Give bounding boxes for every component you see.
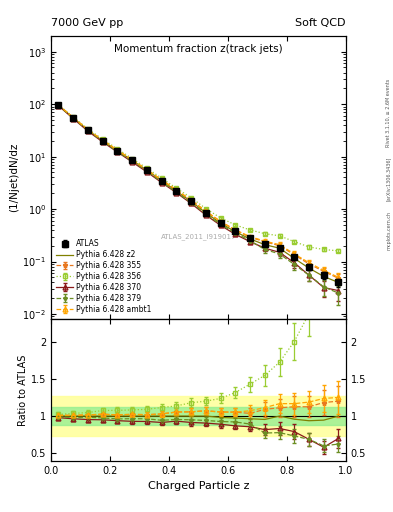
Pythia 6.428 z2 (321, 273, 326, 280)
Pythia 6.428 z2 (189, 198, 193, 204)
Pythia 6.428 z2 (336, 280, 341, 286)
Text: Rivet 3.1.10, ≥ 2.6M events: Rivet 3.1.10, ≥ 2.6M events (386, 78, 391, 147)
Text: Soft QCD: Soft QCD (296, 18, 346, 28)
Text: 7000 GeV pp: 7000 GeV pp (51, 18, 123, 28)
Pythia 6.428 z2 (233, 229, 238, 235)
Pythia 6.428 z2 (204, 210, 208, 216)
Pythia 6.428 z2 (263, 242, 267, 248)
Text: Momentum fraction z(track jets): Momentum fraction z(track jets) (114, 45, 283, 54)
Pythia 6.428 z2 (292, 255, 297, 262)
Text: mcplots.cern.ch: mcplots.cern.ch (386, 211, 391, 250)
Pythia 6.428 z2 (100, 138, 105, 144)
Pythia 6.428 z2 (174, 188, 179, 194)
X-axis label: Charged Particle z: Charged Particle z (148, 481, 249, 491)
Pythia 6.428 z2 (145, 167, 149, 173)
Pythia 6.428 z2 (159, 178, 164, 184)
Pythia 6.428 z2 (56, 102, 61, 109)
Pythia 6.428 z2 (115, 147, 120, 154)
Legend: ATLAS, Pythia 6.428 z2, Pythia 6.428 355, Pythia 6.428 356, Pythia 6.428 370, Py: ATLAS, Pythia 6.428 z2, Pythia 6.428 355… (55, 238, 153, 315)
Line: Pythia 6.428 z2: Pythia 6.428 z2 (59, 105, 338, 283)
Text: ATLAS_2011_I919017: ATLAS_2011_I919017 (161, 233, 236, 240)
Pythia 6.428 z2 (277, 245, 282, 251)
Pythia 6.428 z2 (130, 157, 134, 163)
Pythia 6.428 z2 (307, 265, 311, 271)
Y-axis label: Ratio to ATLAS: Ratio to ATLAS (18, 354, 28, 425)
Pythia 6.428 z2 (248, 236, 252, 242)
Pythia 6.428 z2 (86, 127, 90, 133)
Text: [arXiv:1306.3436]: [arXiv:1306.3436] (386, 157, 391, 201)
Y-axis label: (1/Njet)dN/dz: (1/Njet)dN/dz (9, 143, 20, 212)
Pythia 6.428 z2 (71, 115, 75, 121)
Pythia 6.428 z2 (218, 220, 223, 226)
